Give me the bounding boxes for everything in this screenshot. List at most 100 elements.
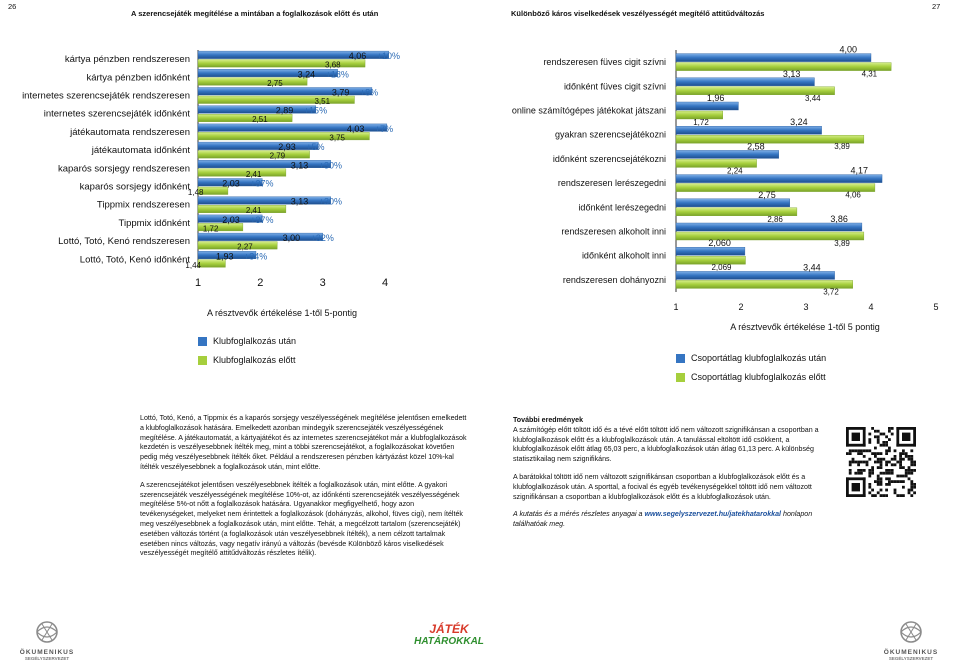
left-value-after: 3,00: [283, 233, 301, 243]
left-bar-before: [197, 223, 244, 232]
game-logo-line1: JÁTÉK: [429, 622, 469, 636]
right-value-before: 3,72: [823, 287, 839, 296]
link-suffix: honlapon találhatóak meg.: [513, 510, 813, 529]
left-change-label: +37%: [250, 215, 273, 225]
left-org-logo: ÖKUMENIKUS SEGÉLYSZERVEZET: [6, 620, 88, 661]
left-bar-after: [197, 123, 388, 132]
right-value-after: 3,86: [830, 214, 848, 224]
globe-logo-icon-right: [900, 621, 922, 643]
left-x-tick: 3: [320, 277, 326, 289]
right-category-label: időnként füves cigit szívni: [564, 81, 666, 91]
right-bar-after: [675, 53, 872, 62]
left-page-title: A szerencsejáték megítélése a mintában a…: [131, 9, 379, 18]
left-bar-before: [197, 95, 355, 104]
game-logo-line2: HATÁROKKAL: [414, 636, 484, 647]
legend-before-left: Klubfoglalkozás előtt: [198, 355, 296, 365]
left-bar-before: [197, 59, 366, 68]
left-bar-after: [197, 105, 317, 114]
left-value-after: 3,79: [332, 88, 350, 98]
left-bar-before: [197, 77, 308, 86]
left-bar-before: [197, 132, 370, 141]
left-category-label: Lottó, Totó, Kenó időnként: [80, 254, 191, 265]
left-paragraph-1: Lottó, Totó, Kenó, a Tippmix és a kaparó…: [140, 414, 467, 471]
right-bar-before: [675, 183, 876, 192]
legend-after-label: Klubfoglalkozás után: [213, 336, 297, 346]
left-category-label: Lottó, Totó, Kenó rendszeresen: [58, 236, 190, 247]
left-bar-before: [197, 113, 293, 122]
left-value-after: 4,03: [347, 124, 365, 134]
right-bar-before: [675, 86, 835, 96]
left-change-label: +5%: [306, 142, 324, 152]
right-bar-after: [675, 222, 863, 232]
left-bar-after: [197, 69, 338, 78]
right-bar-after: [675, 77, 815, 87]
left-value-before: 2,41: [246, 170, 262, 179]
right-value-before: 4,31: [862, 70, 878, 79]
left-bar-after: [197, 196, 331, 205]
left-paragraph-2: A szerencsejátékot jelentősen veszélyese…: [140, 480, 463, 558]
footer: ÖKUMENIKUS SEGÉLYSZERVEZET JÁTÉK HATÁROK…: [0, 618, 959, 661]
right-value-after: 1,96: [707, 93, 725, 103]
right-value-before: 3,89: [834, 239, 850, 248]
right-bar-before: [675, 207, 798, 217]
left-x-tick: 4: [382, 277, 388, 289]
right-value-after: 2,58: [747, 141, 765, 151]
right-bar-before: [675, 256, 746, 265]
left-change-label: +18%: [326, 69, 349, 79]
left-value-after: 3,24: [298, 69, 316, 79]
left-value-after: 2,03: [222, 179, 240, 189]
left-value-before: 3,68: [325, 61, 341, 70]
left-value-before: 2,51: [252, 115, 268, 124]
right-org-logo: ÖKUMENIKUS SEGÉLYSZERVEZET: [870, 620, 952, 661]
left-value-before: 1,48: [188, 188, 204, 197]
link-prefix: A kutatás és a mérés részletes anyagai a: [513, 510, 643, 519]
left-value-after: 2,89: [276, 106, 294, 116]
right-value-after: 3,44: [803, 262, 821, 272]
right-value-after: 2,060: [708, 238, 731, 248]
left-change-label: +30%: [319, 197, 342, 207]
right-x-axis-title: A résztvevők értékelése 1-től 5 pontig: [730, 322, 880, 332]
legend-after-right: Csoportátlag klubfoglalkozás után: [676, 353, 826, 363]
right-page-number: 27: [932, 2, 941, 11]
left-bar-after: [197, 160, 331, 169]
right-value-after: 4,00: [839, 45, 857, 55]
right-bar-after: [675, 198, 790, 208]
left-change-label: +8%: [360, 88, 378, 98]
right-value-after: 3,13: [783, 69, 801, 79]
left-value-after: 3,13: [291, 197, 309, 207]
website-link[interactable]: www.segelyszervezet.hu/jatekhatarokkal: [644, 510, 782, 519]
left-bar-before: [197, 204, 287, 213]
right-paragraph-3: A kutatás és a mérés részletes anyagai a…: [513, 510, 831, 530]
left-value-before: 2,79: [270, 152, 286, 161]
left-value-before: 1,44: [185, 261, 201, 270]
left-bar-after: [197, 141, 319, 150]
legend-before-swatch-right: [676, 372, 685, 382]
right-value-after: 3,24: [790, 117, 808, 127]
right-bar-before: [675, 134, 865, 144]
left-value-after: 4,06: [349, 51, 367, 61]
right-bar-after: [675, 246, 746, 256]
globe-logo-icon: [36, 621, 58, 643]
right-bar-before: [675, 159, 757, 168]
left-change-label: +15%: [304, 106, 327, 116]
right-value-after: 4,17: [851, 166, 869, 176]
legend-after-swatch-right: [676, 353, 685, 363]
left-value-before: 2,41: [246, 206, 262, 215]
right-value-before: 1,72: [693, 118, 709, 127]
left-bar-before: [197, 241, 278, 250]
right-bar-after: [675, 150, 779, 159]
right-value-after: 2,75: [758, 190, 776, 200]
left-value-after: 1,93: [216, 251, 234, 261]
left-bar-before: [197, 259, 226, 268]
qr-code[interactable]: [846, 427, 916, 497]
left-category-label: Tippmix időnként: [119, 218, 191, 229]
right-value-before: 3,44: [805, 94, 821, 103]
left-x-tick: 2: [257, 277, 263, 289]
right-value-before: 3,89: [834, 142, 850, 151]
left-change-label: +32%: [311, 233, 334, 243]
left-value-before: 1,72: [203, 224, 219, 233]
right-bar-after: [675, 174, 883, 183]
left-bar-after: [197, 50, 389, 59]
left-change-label: +37%: [250, 179, 273, 189]
